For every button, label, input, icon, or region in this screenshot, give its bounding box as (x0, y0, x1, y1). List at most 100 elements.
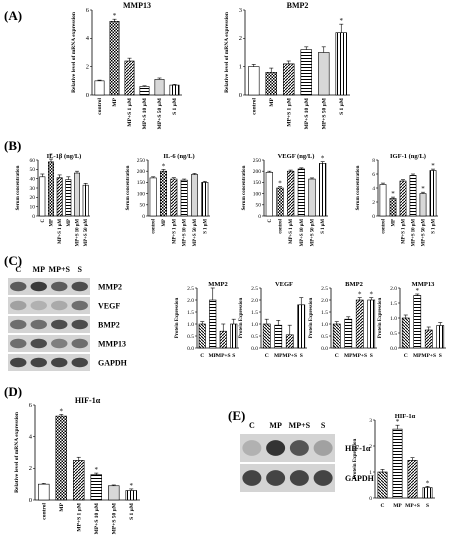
y-tick-label: 1.5 (251, 310, 258, 316)
chart-c3: BMP2 Protein Expression 0.0 0.5 1.0 1.5 2.0 2.5… (309, 281, 377, 359)
bar-2 (355, 299, 364, 349)
bar-3 (65, 179, 72, 217)
bar-1 (392, 428, 403, 499)
significance-mark: * (358, 291, 362, 299)
bar-4 (308, 178, 316, 217)
x-tick-label: MP+S 10 μM (142, 97, 148, 129)
y-tick-label: 0 (86, 92, 89, 99)
bar-0 (265, 172, 273, 217)
blot-lane-label: MP (33, 265, 46, 274)
blot-band (71, 281, 88, 292)
blot-lane-label: MP+S (49, 265, 71, 274)
bar-1 (109, 21, 120, 96)
x-tick-label: MP (392, 219, 397, 227)
bar-0 (39, 176, 46, 217)
y-tick-label: 250 (253, 158, 262, 164)
chart-title: IGF-1 (ng/L) (390, 153, 426, 160)
bar-3 (297, 304, 306, 349)
y-tick-label: 0.5 (251, 334, 258, 340)
significance-mark: * (431, 162, 435, 170)
y-tick-label: 2 (372, 200, 375, 206)
x-tick-label: control (41, 503, 47, 520)
chart-title: HIF-1α (395, 413, 416, 420)
significance-mark: * (113, 12, 117, 20)
y-tick-label: 0.0 (321, 346, 328, 352)
panel-label-c: (C) (4, 253, 22, 268)
y-axis-label: Serum concentration (356, 165, 361, 210)
y-tick-label: 1.0 (187, 322, 194, 328)
chart-title: VEGF (ng/L) (278, 153, 315, 160)
blot-band (289, 440, 309, 456)
x-tick-label: MP+S 10 μM (304, 97, 310, 129)
bar-1 (276, 187, 284, 217)
bar-4 (108, 485, 120, 501)
bar-5 (82, 184, 89, 217)
bar-0 (379, 184, 387, 217)
y-tick-label: 0.5 (187, 334, 194, 340)
chart-c4: MMP13 Protein Expression 0.0 0.5 1.0 1.5 2.0 C *… (378, 281, 446, 359)
x-tick-label: MP (67, 219, 72, 227)
y-tick-label: 0 (142, 214, 145, 220)
blot-band (266, 470, 286, 486)
western-blot-e: C MP MP+S S HIF-1α GAPDH (240, 421, 375, 492)
blot-band (10, 338, 27, 349)
bar-0 (198, 323, 206, 349)
x-tick-label: MP (269, 97, 275, 106)
panel-label-a: (A) (4, 8, 22, 23)
y-tick-label: 0 (258, 214, 261, 220)
y-tick-label: 20 (30, 195, 36, 201)
x-tick-label: C (335, 353, 339, 359)
y-tick-label: 200 (253, 169, 262, 175)
bar-0 (401, 317, 410, 349)
x-tick-label: control (279, 218, 284, 233)
x-tick-label: MP+S (352, 353, 367, 359)
blot-band (10, 281, 27, 292)
y-tick-label: 3 (239, 7, 242, 14)
bar-4 (419, 193, 427, 217)
y-tick-label: 4 (372, 186, 375, 192)
blot-row-label: GAPDH (345, 474, 375, 483)
y-tick-label: 0 (372, 214, 375, 220)
y-tick-label: 30 (30, 186, 36, 192)
significance-mark: * (130, 482, 134, 490)
x-tick-label: C (41, 218, 46, 222)
chart-c2: VEGF Protein Expression 0.0 0.5 1.0 1.5 2.0 2.5… (239, 281, 307, 359)
bar-0 (332, 323, 341, 349)
blot-row-label: MMP2 (98, 283, 122, 292)
bar-2 (73, 460, 85, 501)
y-tick-label: 0.0 (390, 346, 397, 352)
y-tick-label: 1 (369, 470, 372, 476)
bar-0 (94, 80, 105, 96)
bar-5 (429, 170, 437, 217)
y-tick-label: 250 (137, 158, 146, 164)
bar-5 (335, 32, 347, 96)
x-tick-label: MP+S 10 μM (76, 219, 81, 247)
x-tick-label: C (265, 353, 269, 359)
x-tick-label: S 1 μM (321, 219, 326, 234)
blot-band (30, 338, 47, 349)
y-tick-label: 3 (369, 418, 372, 424)
y-axis-label: Protein Expression (353, 439, 358, 480)
blot-band (71, 319, 88, 330)
x-tick-label: MP+S 50 μM (422, 219, 427, 247)
bar-3 (300, 49, 312, 96)
x-tick-label: MP+S 10 μM (183, 219, 188, 247)
bar-2 (285, 334, 294, 349)
blot-band (30, 300, 47, 311)
chart-a1: MMP13 Relative level of mRNA expression 0 2… (71, 1, 182, 129)
y-tick-label: 0.5 (321, 334, 328, 340)
chart-b4: IGF-1 (ng/L) Serum concentration 0 2 4 6 8 cont… (356, 153, 438, 246)
y-tick-label: 2.5 (187, 286, 194, 292)
x-tick-label: MP+S (405, 503, 420, 509)
y-axis-label: Relative level of mRNA expression (71, 12, 77, 93)
bar-1 (159, 170, 168, 217)
y-tick-label: 200 (137, 169, 146, 175)
x-tick-label: MP+S 1 μM (402, 219, 407, 244)
blot-band (242, 440, 262, 456)
bar-1 (344, 318, 353, 349)
y-tick-label: 100 (253, 191, 262, 197)
bar-3 (139, 86, 150, 96)
chart-d: HIF-1α Relative level of mRNA expression 0… (14, 396, 140, 534)
y-tick-label: 1.5 (321, 310, 328, 316)
y-tick-label: 2.0 (187, 298, 194, 304)
